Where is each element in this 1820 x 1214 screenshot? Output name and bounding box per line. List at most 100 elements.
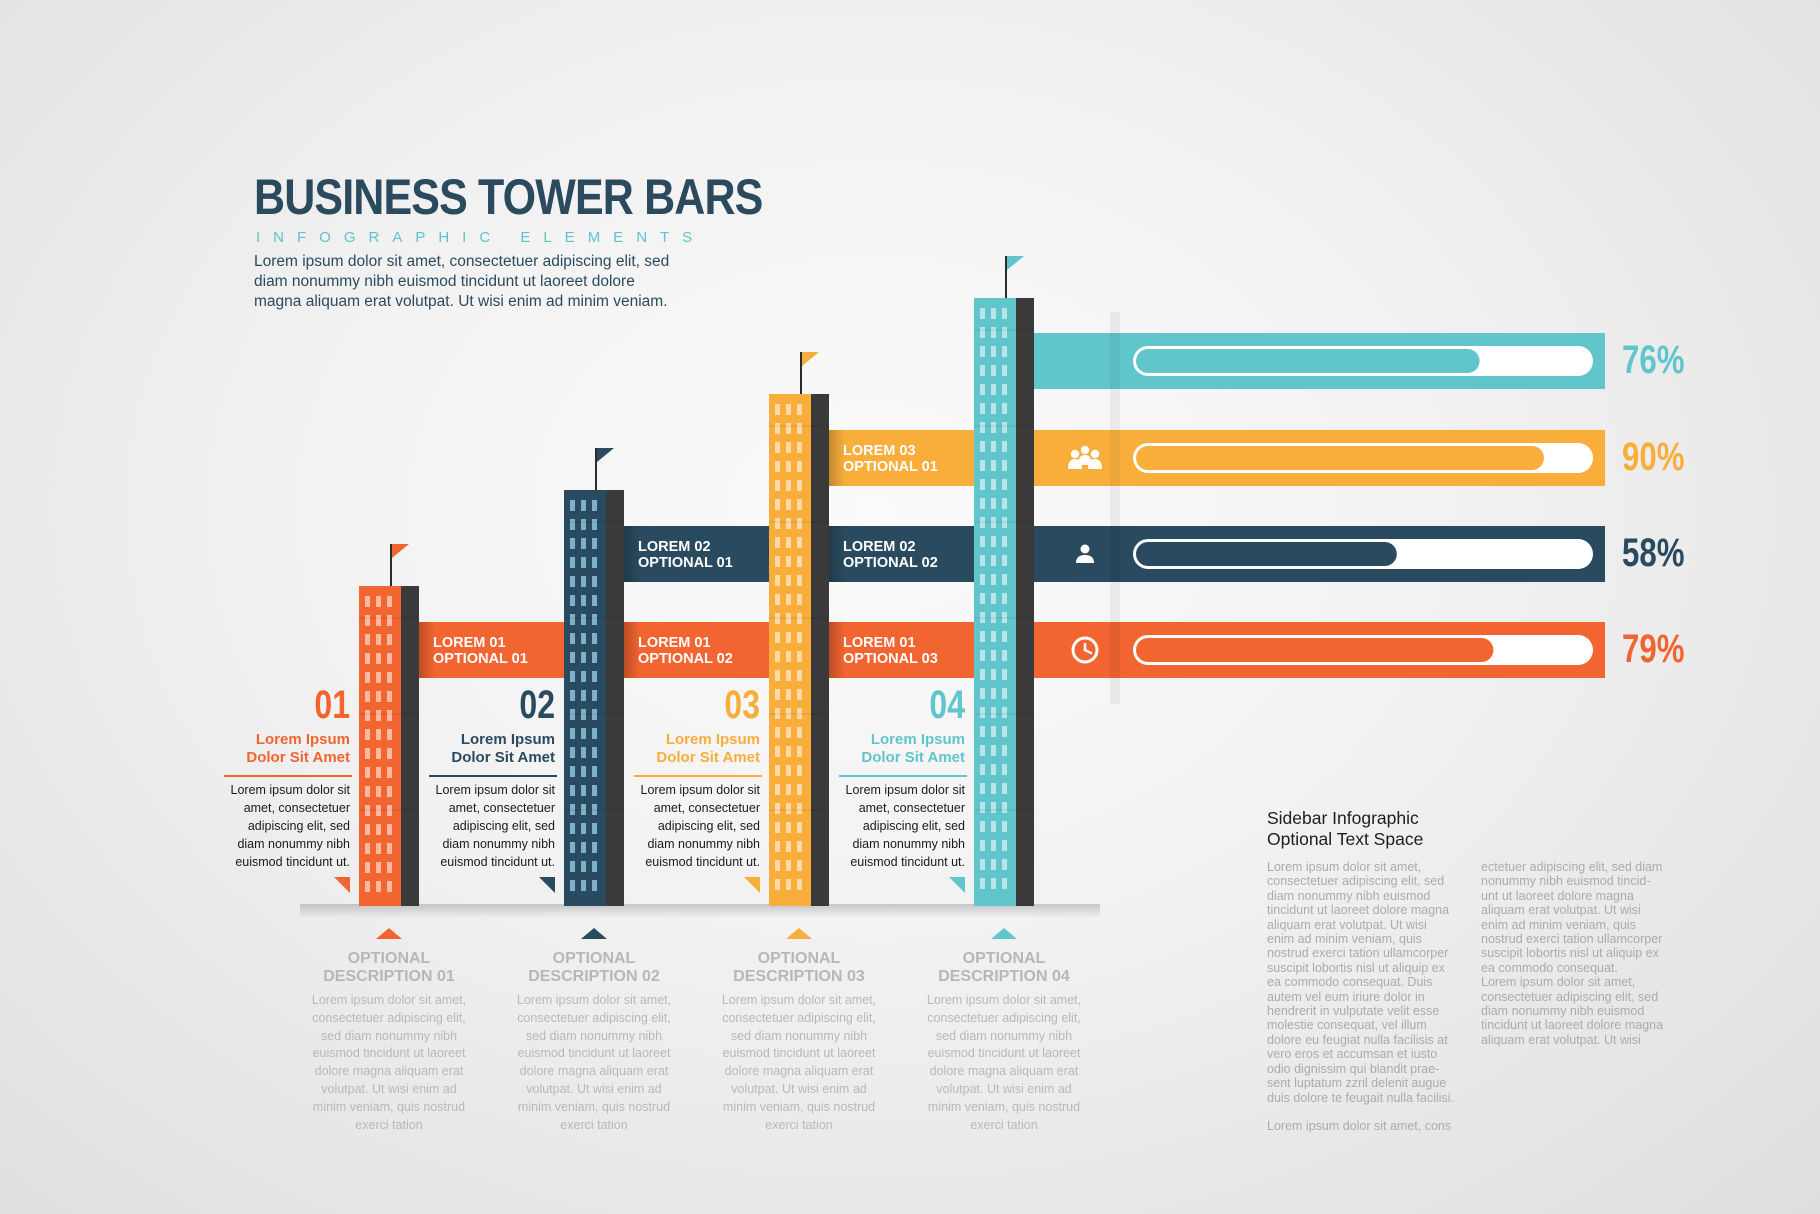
- tower-window: [797, 879, 802, 890]
- tower-window: [365, 767, 370, 778]
- tower-window: [980, 308, 985, 319]
- description-title-line2: DESCRIPTION 02: [528, 968, 660, 985]
- tower-window: [786, 689, 791, 700]
- tower-card-body-line: euismod tincidunt ut.: [235, 855, 350, 869]
- sidebar-line: ea commodo consequat.: [1481, 960, 1618, 975]
- tower-card-title-line1: Lorem Ipsum: [870, 731, 965, 748]
- tower-window: [387, 615, 392, 626]
- tower-window: [376, 748, 381, 759]
- tower-window: [592, 538, 597, 549]
- sidebar-line: odio dignissim qui blandit prae-: [1267, 1061, 1440, 1076]
- tower-window: [980, 460, 985, 471]
- sidebar-line: Lorem ipsum dolor sit amet,: [1481, 975, 1636, 990]
- tower-window: [991, 859, 996, 870]
- ribbon-band: [419, 622, 564, 678]
- tower-window: [592, 519, 597, 530]
- tower-window: [786, 613, 791, 624]
- ribbon-band: [624, 526, 769, 582]
- tower-window: [797, 632, 802, 643]
- tower-window: [365, 786, 370, 797]
- description-body-line: minim veniam, quis nostrud: [312, 1099, 466, 1114]
- tower-window: [581, 500, 586, 511]
- card-corner-icon: [949, 877, 965, 893]
- tower-window: [592, 766, 597, 777]
- tower-window: [387, 729, 392, 740]
- tower-window: [991, 764, 996, 775]
- tower-window: [1002, 764, 1007, 775]
- sidebar-line: dolore eu feugiat nulla facilisis at: [1267, 1032, 1448, 1047]
- tower-window: [786, 404, 791, 415]
- tower-window: [376, 843, 381, 854]
- tower-window: [376, 729, 381, 740]
- tower-window: [581, 614, 586, 625]
- tower-card-body-line: adipiscing elit, sed: [657, 819, 760, 833]
- tower-window: [786, 746, 791, 757]
- tower-card-body: Lorem ipsum dolor sit amet, consectetuer a…: [632, 781, 761, 871]
- tower-window: [581, 652, 586, 663]
- sidebar-line: nostrud exerci tation ullamcorper: [1481, 932, 1663, 947]
- description-title: OPTIONAL DESCRIPTION 03: [699, 950, 899, 986]
- tower-window: [775, 765, 780, 776]
- tower-window: [1002, 840, 1007, 851]
- tower-window: [581, 576, 586, 587]
- tower-window: [797, 594, 802, 605]
- tower-window: [570, 861, 575, 872]
- tower-window: [991, 479, 996, 490]
- tower-window: [376, 824, 381, 835]
- tower-card-title-line2: Dolor Sit Amet: [246, 749, 350, 766]
- up-arrow-icon: [786, 928, 812, 939]
- tower-window: [1002, 517, 1007, 528]
- tower-window: [1002, 726, 1007, 737]
- tower-window: [991, 688, 996, 699]
- tower-window: [1002, 783, 1007, 794]
- tower-window: [581, 728, 586, 739]
- tower-card-body-line: adipiscing elit, sed: [862, 819, 965, 833]
- description-body-line: Lorem ipsum dolor sit amet,: [926, 993, 1082, 1007]
- tower-window: [797, 651, 802, 662]
- tower-card-body: Lorem ipsum dolor sit amet, consectetuer a…: [427, 781, 556, 871]
- tower-window: [786, 537, 791, 548]
- tower-window: [775, 556, 780, 567]
- up-arrow-icon: [376, 928, 402, 939]
- tower-window: [991, 802, 996, 813]
- tower-window: [991, 650, 996, 661]
- tower-window: [570, 880, 575, 891]
- tower-window: [786, 879, 791, 890]
- tower-window: [991, 422, 996, 433]
- page-subtitle: INFOGRAPHIC ELEMENTS: [256, 229, 706, 246]
- tower-window: [786, 765, 791, 776]
- tower-3: [769, 352, 829, 906]
- tower-window: [797, 556, 802, 567]
- tower-window: [980, 726, 985, 737]
- tower-window: [775, 404, 780, 415]
- tower-card-title: Lorem Ipsum Dolor Sit Amet: [825, 731, 965, 767]
- tower-window: [786, 632, 791, 643]
- tower-window: [387, 691, 392, 702]
- tower-window: [570, 804, 575, 815]
- tower-window: [570, 652, 575, 663]
- tower-window: [797, 480, 802, 491]
- tower-window: [592, 823, 597, 834]
- tower-window: [376, 653, 381, 664]
- description-body-line: Lorem ipsum dolor sit amet,: [721, 993, 877, 1007]
- tower-window: [786, 442, 791, 453]
- tower-window: [991, 726, 996, 737]
- tower-window: [786, 670, 791, 681]
- tower-window: [797, 841, 802, 852]
- tower-window: [775, 651, 780, 662]
- tower-window: [775, 613, 780, 624]
- tower-window: [797, 537, 802, 548]
- tower-window: [786, 784, 791, 795]
- description-body-line: exerci tation: [970, 1117, 1038, 1132]
- tower-body: [769, 394, 811, 906]
- tower-card-body-line: diam nonummy nibh: [852, 837, 965, 851]
- tower-number: 01: [314, 683, 350, 727]
- tower-window: [581, 595, 586, 606]
- tower-window: [775, 442, 780, 453]
- tower-window: [775, 860, 780, 871]
- description-body-line: dolore magna aliquam erat: [314, 1064, 464, 1079]
- ribbon-label-line2: OPTIONAL 01: [433, 651, 528, 667]
- description-body-line: minim veniam, quis nostrud: [517, 1099, 671, 1114]
